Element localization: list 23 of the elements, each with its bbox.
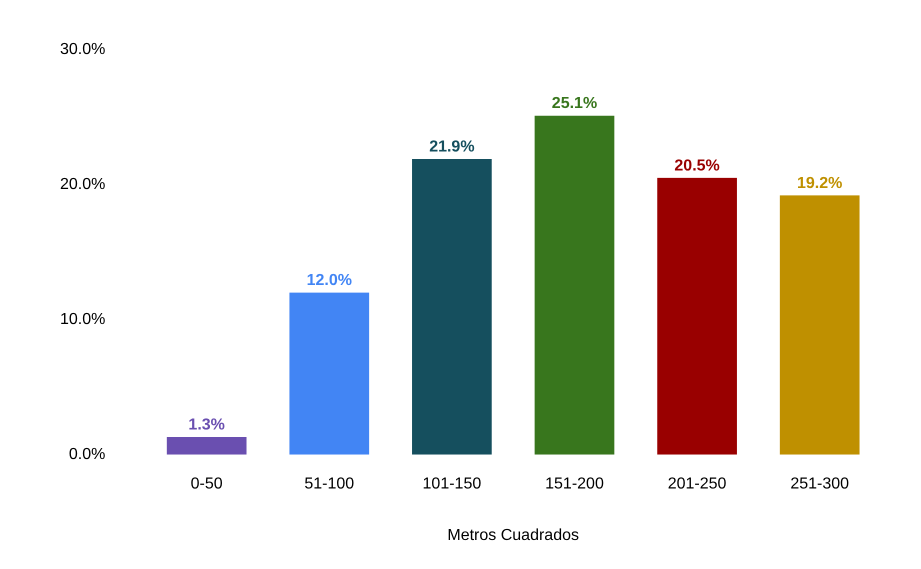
bar [534, 116, 614, 455]
data-label: 21.9% [429, 138, 475, 156]
data-label: 25.1% [552, 95, 598, 112]
bar [657, 178, 737, 455]
x-tick-label: 251-300 [790, 476, 850, 493]
x-tick-label: 101-150 [422, 476, 482, 493]
data-label: 19.2% [797, 174, 842, 192]
x-tick-label: 0-50 [190, 476, 223, 493]
x-tick-label: 151-200 [545, 476, 604, 493]
y-tick-label: 10.0% [60, 311, 106, 328]
bar [412, 158, 492, 455]
x-axis-title: Metros Cuadrados [447, 526, 579, 544]
data-label: 20.5% [674, 157, 720, 174]
y-tick-label: 0.0% [68, 446, 106, 464]
y-tick-label: 20.0% [60, 176, 106, 194]
x-tick-label: 201-250 [668, 476, 727, 493]
bar [166, 437, 247, 455]
data-label: 1.3% [188, 416, 225, 434]
y-tick-label: 30.0% [60, 41, 106, 58]
data-label: 12.0% [306, 272, 352, 290]
x-tick-label: 51-100 [304, 476, 354, 493]
bar [289, 292, 370, 455]
bar [780, 195, 860, 455]
